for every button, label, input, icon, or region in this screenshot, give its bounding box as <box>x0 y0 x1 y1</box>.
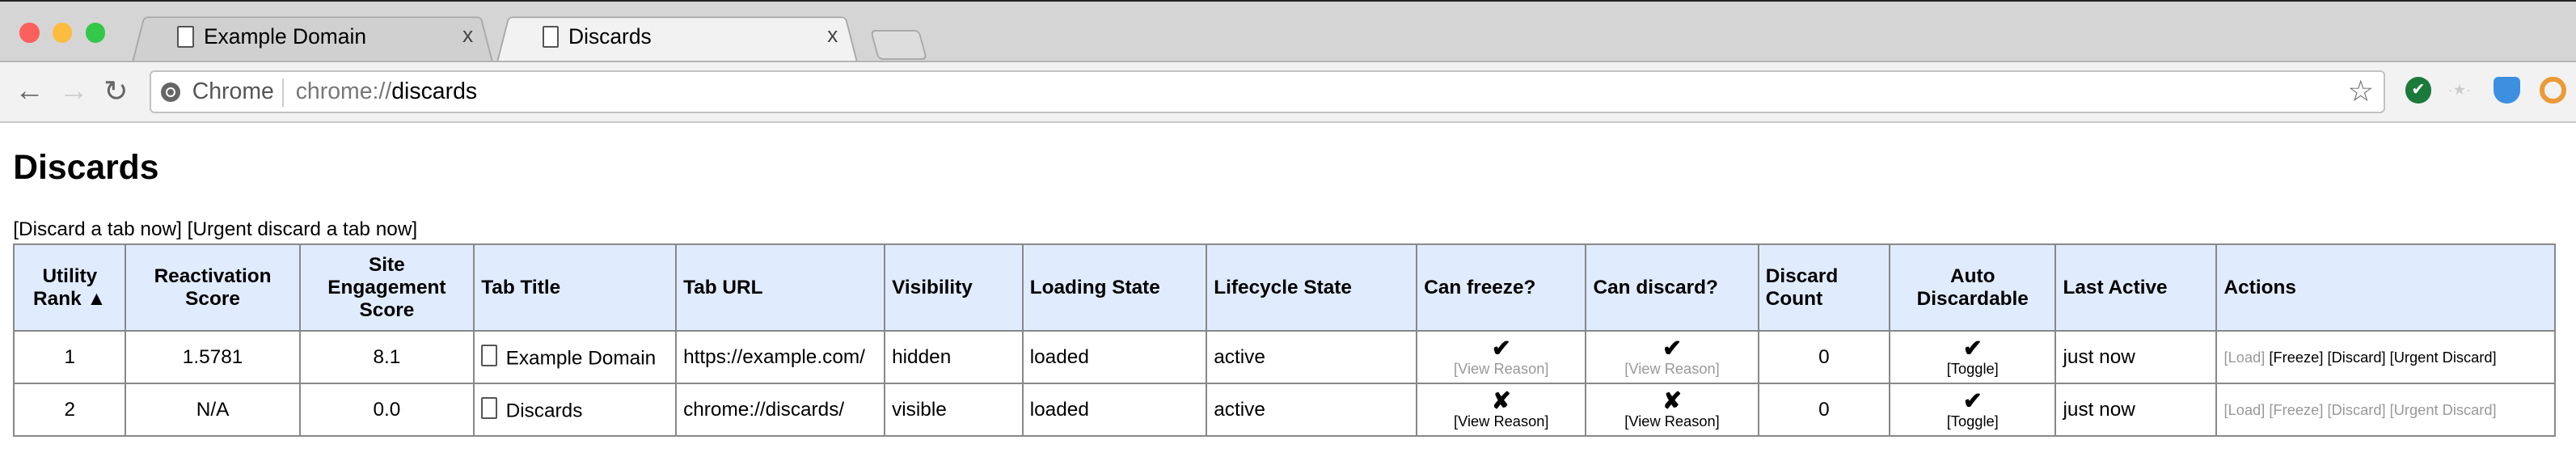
tab-discards[interactable]: Discards x <box>496 13 858 63</box>
extension-check-icon[interactable]: ✔ <box>2405 77 2432 104</box>
action-discard-link[interactable]: [Discard] <box>2327 400 2386 418</box>
view-discard-reason-link[interactable]: [View Reason] <box>1624 413 1720 430</box>
visibility: visible <box>883 383 1024 438</box>
close-window-button[interactable] <box>19 23 40 43</box>
maximize-window-button[interactable] <box>85 23 106 43</box>
auto-discardable-icon: ✔ <box>1962 387 1983 414</box>
urgent-discard-tab-now-link[interactable]: [Urgent discard a tab now] <box>187 218 418 241</box>
discard-tab-now-link[interactable]: [Discard a tab now] <box>13 218 182 241</box>
site-engagement-score: 8.1 <box>298 330 475 385</box>
utility-rank: 1 <box>13 330 127 385</box>
minimize-window-button[interactable] <box>53 23 73 43</box>
col-auto-discardable[interactable]: Auto Discardable <box>1889 243 2057 332</box>
back-arrow-icon[interactable]: ← <box>15 74 44 108</box>
tab-url: chrome://discards/ <box>674 383 885 438</box>
page-icon <box>177 26 194 48</box>
tab-title: Discards <box>473 383 677 438</box>
can-freeze-icon: ✔ <box>1491 335 1511 362</box>
tab-url: https://example.com/ <box>674 330 885 385</box>
col-site-engagement[interactable]: Site Engagement Score <box>298 243 475 332</box>
tab-strip: Example Domain x Discards x <box>0 0 2576 63</box>
can-discard-icon: ✘ <box>1662 387 1682 414</box>
can-freeze-icon: ✘ <box>1491 387 1511 414</box>
site-engagement-score: 0.0 <box>298 383 475 438</box>
discard-count: 0 <box>1757 383 1891 438</box>
tab-title: Example Domain <box>203 24 367 49</box>
col-actions: Actions <box>2215 243 2556 332</box>
loading-state: loaded <box>1021 330 1208 385</box>
discards-table: Utility Rank ▲ Reactivation Score Site E… <box>13 243 2556 438</box>
extension-shield-icon[interactable] <box>2494 77 2520 104</box>
action-urgent-discard-link[interactable]: [Urgent Discard] <box>2389 400 2497 418</box>
tab-title: Discards <box>568 24 652 49</box>
col-last-active[interactable]: Last Active <box>2054 243 2218 332</box>
toggle-auto-discardable-link[interactable]: [Toggle] <box>1946 360 1999 378</box>
actions-cell: [Load] [Freeze] [Discard] [Urgent Discar… <box>2215 383 2556 438</box>
visibility: hidden <box>883 330 1024 385</box>
extension-keyhole-icon[interactable] <box>2540 77 2566 104</box>
toolbar: ← → ↻ Chrome chrome://discards ☆ ✔ ·★· <box>0 61 2576 124</box>
action-discard-link[interactable]: [Discard] <box>2327 348 2386 366</box>
extension-dots-icon[interactable]: ·★· <box>2447 81 2472 99</box>
action-freeze-link[interactable]: [Freeze] <box>2269 400 2324 418</box>
action-load-link[interactable]: [Load] <box>2223 400 2266 418</box>
col-loading-state[interactable]: Loading State <box>1021 243 1208 332</box>
col-can-discard[interactable]: Can discard? <box>1585 243 1759 332</box>
lifecycle-state: active <box>1206 383 1418 438</box>
col-can-freeze[interactable]: Can freeze? <box>1416 243 1587 332</box>
col-reactivation-score[interactable]: Reactivation Score <box>125 243 301 332</box>
new-tab-button[interactable] <box>870 29 927 60</box>
page-title: Discards <box>13 147 159 187</box>
col-lifecycle-state[interactable]: Lifecycle State <box>1206 243 1418 332</box>
page-icon <box>542 26 559 48</box>
reactivation-score: 1.5781 <box>125 330 301 385</box>
last-active: just now <box>2054 330 2218 385</box>
tab-close-icon[interactable]: x <box>827 23 838 48</box>
utility-rank: 2 <box>13 383 127 438</box>
discard-count: 0 <box>1757 330 1891 385</box>
col-visibility[interactable]: Visibility <box>883 243 1024 332</box>
action-urgent-discard-link[interactable]: [Urgent Discard] <box>2389 348 2497 366</box>
col-discard-count[interactable]: Discard Count <box>1757 243 1891 332</box>
view-discard-reason-link[interactable]: [View Reason] <box>1624 360 1720 378</box>
table-row: 1 1.5781 8.1 Example Domain https://exam… <box>13 330 2556 385</box>
action-freeze-link[interactable]: [Freeze] <box>2269 348 2324 366</box>
url-text[interactable]: chrome://discards <box>295 78 478 105</box>
view-freeze-reason-link[interactable]: [View Reason] <box>1454 360 1549 378</box>
bookmark-star-icon[interactable]: ☆ <box>2347 74 2375 108</box>
can-discard-icon: ✔ <box>1662 335 1682 362</box>
lifecycle-state: active <box>1206 330 1418 385</box>
loading-state: loaded <box>1021 383 1208 438</box>
col-tab-title[interactable]: Tab Title <box>473 243 677 332</box>
toggle-auto-discardable-link[interactable]: [Toggle] <box>1946 413 1999 430</box>
col-utility-rank[interactable]: Utility Rank ▲ <box>13 243 127 332</box>
table-row: 2 N/A 0.0 Discards chrome://discards/ vi… <box>13 383 2556 438</box>
last-active: just now <box>2054 383 2218 438</box>
page-icon <box>481 397 498 419</box>
auto-discardable-icon: ✔ <box>1962 335 1983 362</box>
address-bar[interactable]: Chrome chrome://discards ☆ <box>149 70 2386 114</box>
chrome-icon <box>161 82 181 102</box>
tab-close-icon[interactable]: x <box>462 23 474 48</box>
col-tab-url[interactable]: Tab URL <box>674 243 885 332</box>
actions-cell: [Load] [Freeze] [Discard] [Urgent Discar… <box>2215 330 2556 385</box>
reload-icon[interactable]: ↻ <box>103 74 129 108</box>
tab-example-domain[interactable]: Example Domain x <box>131 13 493 63</box>
page-icon <box>481 345 498 366</box>
view-freeze-reason-link[interactable]: [View Reason] <box>1454 413 1549 430</box>
reactivation-score: N/A <box>125 383 301 438</box>
tab-title: Example Domain <box>473 330 677 385</box>
forward-arrow-icon[interactable]: → <box>59 74 89 108</box>
origin-chip: Chrome <box>192 78 274 105</box>
action-load-link[interactable]: [Load] <box>2223 348 2266 366</box>
